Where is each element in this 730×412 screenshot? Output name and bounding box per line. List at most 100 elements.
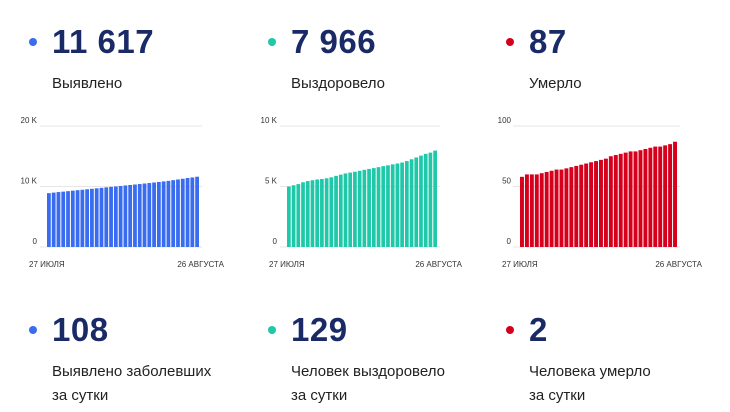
deaths-bar xyxy=(529,174,534,247)
detected-bar xyxy=(85,189,90,247)
detected-bar xyxy=(47,193,51,247)
detected-bar xyxy=(195,176,199,247)
recovered-bar xyxy=(376,167,381,247)
recovered-daily-label-1: Человек выздоровело xyxy=(291,363,445,380)
deaths-y-tick-label: 50 xyxy=(502,177,511,186)
detected-total: 11 617 xyxy=(52,23,155,60)
recovered-bar xyxy=(353,171,357,247)
detected-bar xyxy=(61,191,66,247)
recovered-bar xyxy=(428,152,433,247)
recovered-bar xyxy=(291,185,296,247)
recovered-bar xyxy=(310,180,315,247)
detected-bar xyxy=(113,186,118,247)
deaths-bar xyxy=(549,170,554,247)
recovered-bar xyxy=(404,161,409,247)
detected-bar xyxy=(104,187,109,247)
detected-bar xyxy=(176,179,180,247)
recovered-bar xyxy=(371,168,376,247)
detected-bar xyxy=(123,185,128,247)
recovered-bar xyxy=(287,186,291,247)
deaths-bar xyxy=(618,153,623,247)
detected-daily-label-2: за сутки xyxy=(52,387,109,404)
recovered-dot-icon xyxy=(268,38,276,46)
recovered-bar xyxy=(343,173,348,247)
recovered-bar xyxy=(367,168,371,247)
deaths-bar xyxy=(599,159,603,247)
detected-bar xyxy=(156,181,161,247)
detected-bar xyxy=(56,192,61,247)
recovered-bar xyxy=(348,172,353,247)
recovered-bar xyxy=(320,179,324,247)
deaths-bar xyxy=(520,176,524,247)
detected-bar xyxy=(70,190,75,247)
detected-y-tick-label: 10 K xyxy=(21,177,38,186)
deaths-bar xyxy=(594,161,598,247)
deaths-bar xyxy=(574,165,579,247)
detected-y-tick-label: 0 xyxy=(33,237,38,246)
panel-deaths: 87 Умерло 0 50 100 27 ИЮЛЯ 26 АВГУСТА 2 Чело… xyxy=(480,0,720,412)
panel-recovered: 7 966 Выздоровело 0 5 K 10 K 27 ИЮЛЯ 26 АВГУ… xyxy=(240,0,480,412)
recovered-y-tick-label: 5 K xyxy=(265,177,278,186)
deaths-bar xyxy=(633,151,638,247)
recovered-daily-label-2: за сутки xyxy=(291,387,348,404)
detected-x-end-label: 26 АВГУСТА xyxy=(177,260,224,269)
detected-bar xyxy=(166,180,171,247)
recovered-bar xyxy=(381,166,386,247)
deaths-bar xyxy=(589,162,594,247)
detected-bar xyxy=(180,178,185,247)
recovered-bar xyxy=(409,159,414,247)
deaths-daily: 2 xyxy=(529,311,548,348)
recovered-bar xyxy=(338,174,343,247)
detected-bar xyxy=(147,183,152,247)
detected-daily: 108 xyxy=(52,311,109,348)
deaths-y-tick-label: 100 xyxy=(498,116,512,125)
detected-bar xyxy=(94,188,99,247)
recovered-total-label: Выздоровело xyxy=(291,75,386,92)
deaths-bar xyxy=(534,174,539,247)
deaths-bar xyxy=(653,146,658,247)
deaths-bar xyxy=(648,147,653,247)
deaths-x-end-label: 26 АВГУСТА xyxy=(655,260,702,269)
deaths-bar xyxy=(613,155,618,247)
deaths-total-label: Умерло xyxy=(529,75,582,92)
deaths-bar xyxy=(584,163,589,247)
deaths-bar xyxy=(643,148,648,247)
detected-chart: 0 10 K 20 K 27 ИЮЛЯ 26 АВГУСТА xyxy=(21,116,225,269)
deaths-bar xyxy=(608,156,613,247)
detected-bar xyxy=(109,186,113,247)
recovered-bar xyxy=(315,179,320,247)
deaths-chart: 0 50 100 27 ИЮЛЯ 26 АВГУСТА xyxy=(498,116,703,269)
deaths-daily-label-2: за сутки xyxy=(529,387,586,404)
deaths-bar xyxy=(579,164,584,247)
recovered-bar xyxy=(329,177,334,247)
recovered-bar xyxy=(386,165,390,247)
detected-bar xyxy=(152,182,156,247)
recovered-bar xyxy=(395,163,400,247)
deaths-total: 87 xyxy=(529,23,567,60)
deaths-bar xyxy=(554,169,559,247)
recovered-bar xyxy=(357,170,362,247)
detected-bar xyxy=(142,183,147,247)
recovered-bar xyxy=(419,155,423,247)
detected-bar xyxy=(128,184,133,247)
deaths-bar xyxy=(658,146,663,247)
deaths-bar xyxy=(603,158,608,247)
recovered-bar xyxy=(305,181,310,247)
recovered-bar xyxy=(334,175,338,247)
deaths-dot-icon xyxy=(506,38,514,46)
deaths-bar xyxy=(628,151,633,247)
detected-bar xyxy=(161,181,166,247)
deaths-bar xyxy=(668,144,673,247)
recovered-chart: 0 5 K 10 K 27 ИЮЛЯ 26 АВГУСТА xyxy=(261,116,463,269)
detected-bar xyxy=(51,192,56,247)
detected-bar xyxy=(185,178,190,247)
deaths-bar xyxy=(564,168,569,247)
deaths-bar xyxy=(569,167,574,247)
recovered-bar xyxy=(296,184,301,247)
recovered-y-tick-label: 0 xyxy=(273,237,278,246)
detected-daily-dot-icon xyxy=(29,326,37,334)
recovered-bar xyxy=(390,164,395,247)
deaths-daily-dot-icon xyxy=(506,326,514,334)
detected-bar xyxy=(90,188,94,247)
recovered-daily: 129 xyxy=(291,311,348,348)
